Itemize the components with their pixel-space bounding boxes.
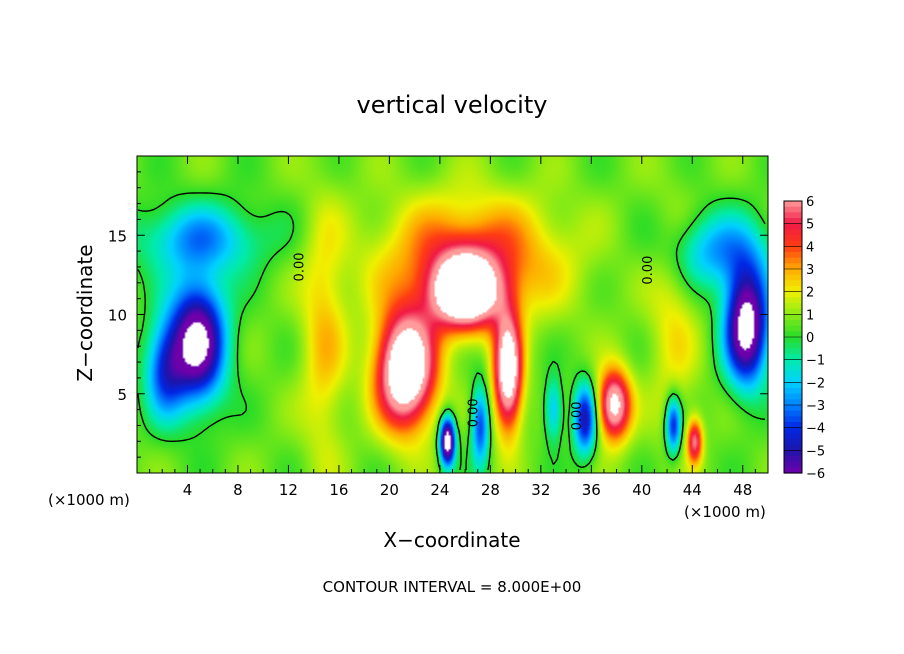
colorbar-swatch — [784, 405, 802, 412]
colorbar-tick-label: −2 — [806, 376, 825, 391]
colorbar-swatch — [784, 286, 802, 293]
colorbar-swatch — [784, 416, 802, 423]
colorbar-swatch — [784, 422, 802, 429]
colorbar-swatch — [784, 308, 802, 315]
colorbar-swatch — [784, 399, 802, 406]
x-tick-label: 36 — [582, 481, 601, 499]
colorbar-tick-label: −6 — [806, 467, 825, 482]
colorbar-tick-label: −4 — [806, 422, 825, 437]
colorbar-tick-label: −5 — [806, 444, 825, 459]
colorbar-swatch — [784, 274, 802, 281]
contour-lines: 0.00 0.00 0.00 0.00 — [137, 192, 766, 471]
x-tick-label: 32 — [531, 481, 550, 499]
colorbar-swatch — [784, 263, 802, 270]
colorbar-swatch — [784, 439, 802, 446]
y-tick-label: 5 — [117, 386, 127, 404]
contour-interval-footer: CONTOUR INTERVAL = 8.000E+00 — [323, 578, 582, 596]
colorbar-swatch — [784, 342, 802, 349]
y-axis-label: Z−coordinate — [73, 244, 97, 381]
colorbar-swatch — [784, 201, 802, 208]
colorbar-swatch — [784, 269, 802, 276]
contour-label: 0.00 — [467, 398, 482, 427]
colorbar-swatch — [784, 427, 802, 434]
colorbar-swatch — [784, 325, 802, 332]
colorbar-tick-label: 1 — [806, 308, 814, 323]
colorbar-swatch — [784, 314, 802, 321]
colorbar-swatch — [784, 371, 802, 378]
x-tick-label: 40 — [632, 481, 651, 499]
contour-label: 0.00 — [641, 256, 656, 285]
x-tick-label: 12 — [279, 481, 298, 499]
colorbar-swatch — [784, 280, 802, 287]
colorbar-swatch — [784, 223, 802, 230]
colorbar-tick-label: 3 — [806, 263, 814, 278]
x-tick-label: 8 — [233, 481, 243, 499]
x-unit-label-left: (×1000 m) — [48, 491, 130, 509]
colorbar-tick-label: 2 — [806, 286, 814, 301]
plot-area: 0.00 0.00 0.00 0.00 — [136, 155, 769, 474]
colorbar-swatch — [784, 291, 802, 298]
x-tick-label: 4 — [183, 481, 193, 499]
colorbar-swatch — [784, 348, 802, 355]
colorbar-swatch — [784, 252, 802, 259]
colorbar-swatch — [784, 388, 802, 395]
x-unit-label-right: (×1000 m) — [684, 503, 766, 521]
colorbar-swatch — [784, 303, 802, 310]
x-axis: 4 8 12 16 20 24 28 32 36 40 44 48 — [149, 156, 756, 499]
colorbar-swatch — [784, 331, 802, 338]
colorbar-tick-label: 0 — [806, 331, 814, 346]
colorbar-swatch — [784, 257, 802, 264]
x-tick-label: 28 — [481, 481, 500, 499]
colorbar-swatch — [784, 235, 802, 242]
colorbar-swatch — [784, 433, 802, 440]
x-tick-label: 24 — [430, 481, 449, 499]
colorbar-swatch — [784, 246, 802, 253]
colorbar-swatch — [784, 337, 802, 344]
x-tick-label: 16 — [329, 481, 348, 499]
colorbar-tick-label: 4 — [806, 240, 814, 255]
colorbar-swatch — [784, 240, 802, 247]
colorbar-swatch — [784, 297, 802, 304]
colorbar-swatch — [784, 212, 802, 219]
x-tick-label: 20 — [380, 481, 399, 499]
colorbar-tick-label: 6 — [806, 195, 814, 210]
colorbar-tick-label: 5 — [806, 218, 814, 233]
colorbar-tick-label: −1 — [806, 354, 825, 369]
colorbar-swatch — [784, 393, 802, 400]
colorbar-swatch — [784, 218, 802, 225]
colorbar-swatch — [784, 354, 802, 361]
colorbar-swatch — [784, 376, 802, 383]
colorbar-swatch — [784, 467, 802, 474]
x-tick-label: 48 — [733, 481, 752, 499]
colorbar-swatch — [784, 320, 802, 327]
heatmap-field — [137, 156, 768, 473]
contour-label: 0.00 — [293, 252, 308, 281]
colorbar-swatch — [784, 359, 802, 366]
colorbar-tick-label: −3 — [806, 399, 825, 414]
y-tick-label: 10 — [108, 307, 127, 325]
colorbar-swatch — [784, 444, 802, 451]
colorbar-swatch — [784, 461, 802, 468]
colorbar-swatch — [784, 229, 802, 236]
colorbar-swatch — [784, 450, 802, 457]
y-tick-label: 15 — [108, 227, 127, 245]
chart-title: vertical velocity — [357, 91, 548, 119]
colorbar-swatch — [784, 456, 802, 463]
x-axis-label: X−coordinate — [383, 528, 520, 552]
colorbar-swatch — [784, 382, 802, 389]
x-tick-label: 44 — [683, 481, 702, 499]
zero-contour — [137, 192, 766, 471]
contour-label: 0.00 — [570, 401, 585, 430]
colorbar-swatch — [784, 365, 802, 372]
colorbar: 6 5 4 3 2 1 0 −1 −2 −3 −4 −5 −6 — [783, 195, 825, 482]
colorbar-swatch — [784, 410, 802, 417]
y-axis: 5 10 15 — [108, 171, 768, 458]
colorbar-swatch — [784, 206, 802, 213]
